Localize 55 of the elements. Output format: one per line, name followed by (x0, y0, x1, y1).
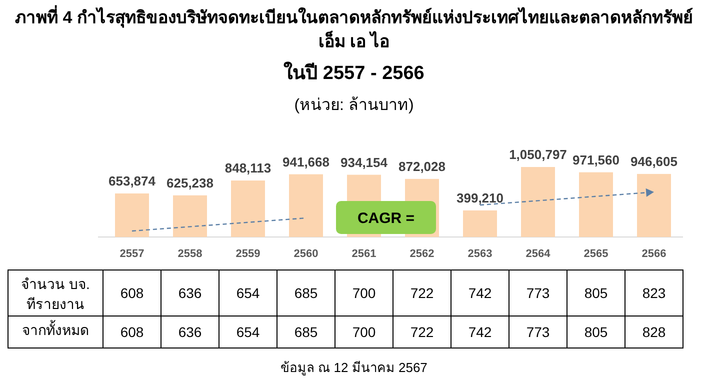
x-tick-label: 2564 (526, 248, 552, 260)
bar (231, 180, 265, 237)
data-label: 608 (120, 285, 144, 301)
data-label: 742 (468, 324, 492, 340)
x-tick-label: 2563 (468, 248, 492, 260)
data-label: 399,210 (456, 190, 504, 206)
chart-subtitle: ในปี 2557 - 2566 (282, 62, 426, 86)
data-label: 773 (526, 285, 550, 301)
data-label: 946,605 (630, 154, 678, 169)
data-label: 685 (294, 285, 318, 301)
chart-title: ภาพที่ 4 กำไรสุทธิของบริษัทจดทะเบียนในตลาดหลักทรัพย์แห่งประเทศไทยและตลาดหลักทรัพย์เอ็ม เอ ไอ (14, 6, 694, 53)
data-label: 941,668 (282, 154, 330, 170)
bar (521, 167, 555, 237)
data-label: 828 (642, 324, 666, 340)
y-axis-title: (หน่วย: ล้านบาท) (293, 96, 415, 116)
data-label: 722 (410, 285, 434, 301)
data-label: 1,050,797 (509, 147, 567, 162)
x-tick-label: 2557 (120, 248, 144, 260)
x-tick-label: 2566 (642, 248, 666, 260)
data-label: 971,560 (572, 152, 620, 168)
x-tick-label: 2562 (410, 248, 434, 260)
x-tick-label: 2565 (584, 248, 608, 260)
bar (173, 195, 207, 237)
data-label: 654 (236, 285, 260, 301)
y-tick-label: จำนวน บจ. ทีรายงาน (21, 276, 90, 312)
bar (289, 174, 323, 237)
x-tick-label: 2560 (294, 248, 318, 260)
data-label: 872,028 (398, 158, 446, 174)
bar (637, 174, 671, 237)
data-label: 934,154 (340, 154, 388, 170)
data-label: 636 (178, 285, 202, 301)
data-label: 805 (584, 285, 608, 301)
bar (579, 172, 613, 237)
y-tick-label: จากทั้งหมด (22, 320, 89, 338)
data-label: 773 (526, 324, 550, 340)
data-label: 636 (178, 324, 202, 340)
data-label: 742 (468, 285, 492, 301)
text: ข้อมูล ณ 12 มีนาคม 2567 (280, 360, 428, 376)
x-tick-label: 2559 (236, 248, 260, 260)
data-label: 700 (352, 324, 376, 340)
data-label: 653,874 (108, 173, 156, 188)
data-label: 805 (584, 324, 608, 340)
data-label: 823 (642, 285, 666, 301)
x-tick-label: 2558 (178, 248, 202, 260)
data-label: 625,238 (166, 175, 214, 190)
data-label: 685 (294, 324, 318, 340)
data-label: 722 (410, 324, 434, 340)
data-label: 700 (352, 285, 376, 301)
bar (115, 193, 149, 237)
data-label: 848,113 (224, 160, 272, 176)
bar (463, 210, 497, 237)
data-label: 608 (120, 324, 144, 340)
data-label: 654 (236, 324, 260, 340)
x-tick-label: 2561 (352, 248, 376, 260)
annotation: CAGR = (357, 210, 415, 227)
